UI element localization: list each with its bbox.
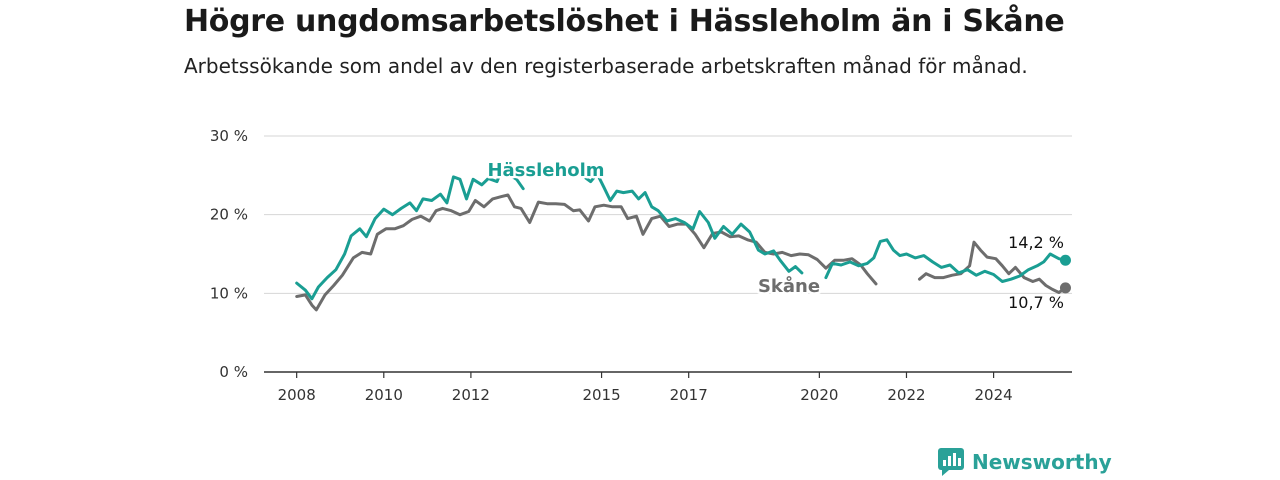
series-name-label: Skåne [758, 275, 820, 297]
series-line-Hässleholm [295, 163, 525, 301]
x-tick-label: 2012 [452, 386, 490, 404]
newsworthy-icon [938, 448, 964, 476]
series-endpoint [1059, 254, 1071, 266]
chart-title: Högre ungdomsarbetslöshet i Hässleholm ä… [184, 4, 1065, 39]
y-tick-label: 10 % [210, 284, 248, 302]
brand-name: Newsworthy [972, 450, 1112, 474]
x-tick-label: 2010 [365, 386, 403, 404]
x-axis-ticks: 2008 2010 2012 2015 2017 2020 2022 2024 [278, 372, 1013, 404]
chart-subtitle: Arbetssökande som andel av den registerb… [184, 54, 1028, 78]
end-value-label: 14,2 % [1008, 233, 1064, 252]
newsworthy-logo[interactable]: Newsworthy [938, 448, 1112, 476]
series-line-Hässleholm [824, 238, 1067, 283]
y-tick-label: 20 % [210, 206, 248, 224]
x-tick-label: 2020 [800, 386, 838, 404]
series-endpoint [1059, 282, 1071, 294]
end-value-label: 10,7 % [1008, 293, 1064, 312]
series-line-Hässleholm [582, 172, 804, 275]
x-tick-label: 2008 [278, 386, 316, 404]
y-axis-ticks: 0 % 10 % 20 % 30 % [210, 127, 248, 381]
x-tick-label: 2015 [582, 386, 620, 404]
x-tick-label: 2022 [887, 386, 925, 404]
series-name-label: Hässleholm [487, 160, 604, 181]
series-lines [295, 163, 1071, 312]
x-tick-label: 2024 [975, 386, 1013, 404]
x-tick-label: 2017 [670, 386, 708, 404]
y-tick-label: 30 % [210, 127, 248, 145]
series-labels: Hässleholm Skåne 14,2 % 10,7 % [485, 158, 1066, 315]
grid-lines [264, 135, 1072, 373]
series-line-Skåne [918, 240, 1067, 294]
y-tick-label: 0 % [219, 363, 248, 381]
